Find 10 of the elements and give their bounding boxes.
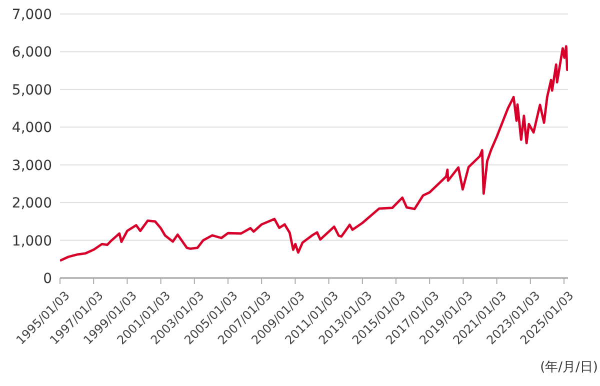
y-tick-label: 0 xyxy=(43,270,52,287)
line-series xyxy=(60,45,568,262)
y-tick-label: 7,000 xyxy=(12,6,52,23)
y-tick-label: 1,000 xyxy=(12,233,52,250)
y-tick-label: 6,000 xyxy=(12,44,52,61)
y-tick-label: 5,000 xyxy=(12,82,52,98)
y-tick-label: 4,000 xyxy=(12,120,52,136)
text: (年/月/日) xyxy=(540,359,598,376)
y-tick-label: 2,000 xyxy=(12,196,52,212)
y-tick-label: 3,000 xyxy=(12,158,52,174)
